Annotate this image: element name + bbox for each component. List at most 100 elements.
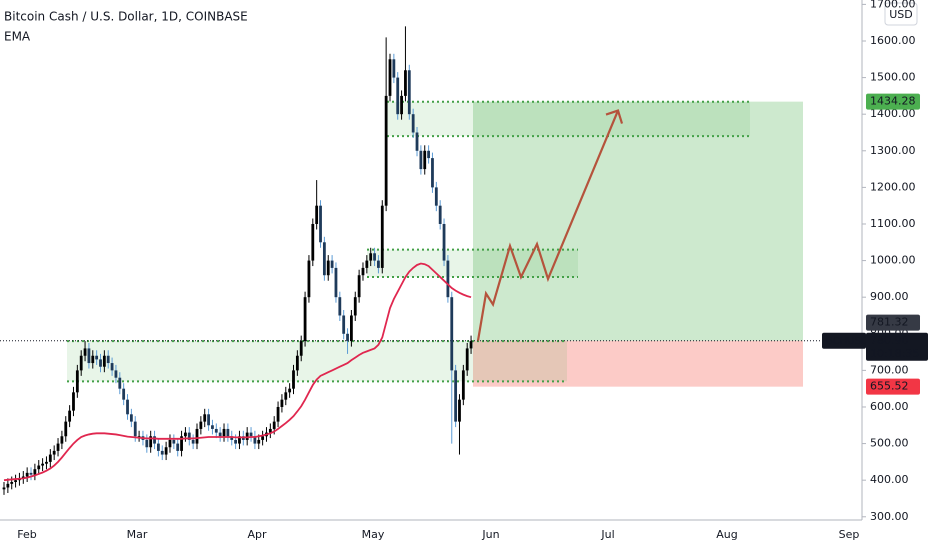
candle-body — [149, 436, 153, 448]
candle-body — [380, 205, 384, 268]
candle-body — [122, 388, 126, 400]
candle-body — [268, 428, 272, 433]
price-tag-label: 655.52 — [870, 380, 909, 393]
plot-area — [0, 26, 862, 495]
candle-body — [326, 260, 330, 276]
candle-body — [226, 428, 230, 437]
candle-body — [415, 132, 419, 151]
candle-body — [303, 297, 307, 342]
candle-body — [91, 355, 95, 364]
candle-body — [307, 260, 311, 298]
candle-body — [350, 315, 353, 342]
symbol-box — [822, 332, 866, 349]
candle-body — [427, 150, 430, 159]
candle-body — [172, 439, 176, 444]
candle-body — [114, 370, 118, 378]
candle-body — [438, 205, 442, 224]
currency-box[interactable] — [884, 2, 918, 26]
candle-body — [322, 242, 326, 276]
candle-body — [469, 341, 473, 349]
candle-body — [330, 260, 334, 268]
candle-body — [396, 77, 400, 115]
candle-body — [157, 443, 160, 451]
y-tick-label: 1700.00 — [870, 0, 916, 10]
candle-body — [288, 388, 292, 393]
candle-body — [272, 421, 276, 429]
candle-body — [203, 414, 207, 422]
candle-body — [334, 267, 338, 298]
candle-body — [400, 95, 403, 115]
candle-body — [450, 297, 454, 371]
candle-body — [153, 436, 156, 444]
candle-body — [384, 95, 388, 206]
candle-body — [41, 463, 44, 466]
candle-body — [369, 253, 373, 261]
candle-body — [29, 472, 33, 475]
candle-body — [423, 150, 427, 170]
candle-body — [133, 421, 137, 437]
candle-body — [454, 370, 458, 422]
candle-body — [342, 315, 346, 334]
candle-body — [126, 399, 129, 415]
candle-body — [195, 428, 199, 444]
candle-body — [257, 439, 261, 444]
candle-body — [311, 223, 315, 261]
candle-body — [411, 114, 415, 133]
indicator-name: EMA — [4, 30, 31, 44]
candle-body — [249, 432, 253, 437]
candle-body — [164, 447, 168, 455]
candle-body — [95, 355, 99, 360]
candle-body — [404, 70, 407, 96]
candle-body — [45, 461, 48, 464]
candle-body — [431, 158, 434, 188]
candle-body — [68, 410, 72, 422]
candle-body — [72, 392, 75, 411]
price-tag-label: 781.32 — [870, 316, 909, 329]
candle-body — [434, 187, 438, 206]
candle-body — [353, 297, 357, 316]
candle-body — [211, 425, 214, 429]
candle-body — [245, 432, 249, 440]
candle-body — [392, 59, 396, 78]
price-tag-label: 780.90 — [870, 334, 909, 347]
countdown: 10:18:35 — [870, 347, 919, 360]
candle-body — [191, 439, 195, 444]
x-tick-label: Jul — [600, 528, 614, 541]
candle-body — [214, 428, 218, 433]
candle-body — [160, 450, 164, 455]
candle-body — [419, 150, 423, 170]
arrow-head — [605, 109, 624, 124]
x-tick-label: Aug — [716, 528, 737, 541]
y-tick-label: 500.00 — [870, 437, 909, 450]
price-tag — [866, 378, 920, 395]
candle-body — [37, 465, 41, 470]
candle-body — [230, 436, 234, 440]
candle-body — [280, 399, 284, 407]
y-tick-label: 1300.00 — [870, 144, 916, 157]
candle-body — [99, 359, 102, 367]
candle-body — [458, 399, 461, 422]
candle-body — [207, 414, 210, 426]
candle-body — [145, 439, 149, 448]
candle-body — [253, 436, 257, 444]
candle-body — [168, 439, 172, 448]
candle-body — [299, 341, 303, 356]
y-tick-label: 1200.00 — [870, 180, 916, 193]
candle-body — [377, 260, 380, 268]
candle-body — [6, 483, 10, 488]
candle-body — [238, 436, 241, 444]
price-tag — [866, 314, 920, 331]
price-tag — [866, 93, 920, 110]
profit-area — [473, 101, 803, 341]
candle-body — [56, 443, 60, 451]
candle-body — [319, 205, 322, 243]
candle-body — [118, 377, 122, 389]
price-tag — [866, 332, 928, 361]
candle-body — [346, 333, 349, 342]
candle-body — [261, 436, 265, 440]
candle-body — [184, 432, 187, 437]
candle-body — [442, 223, 446, 261]
candle-body — [373, 253, 376, 261]
y-tick-label: 1400.00 — [870, 107, 916, 120]
